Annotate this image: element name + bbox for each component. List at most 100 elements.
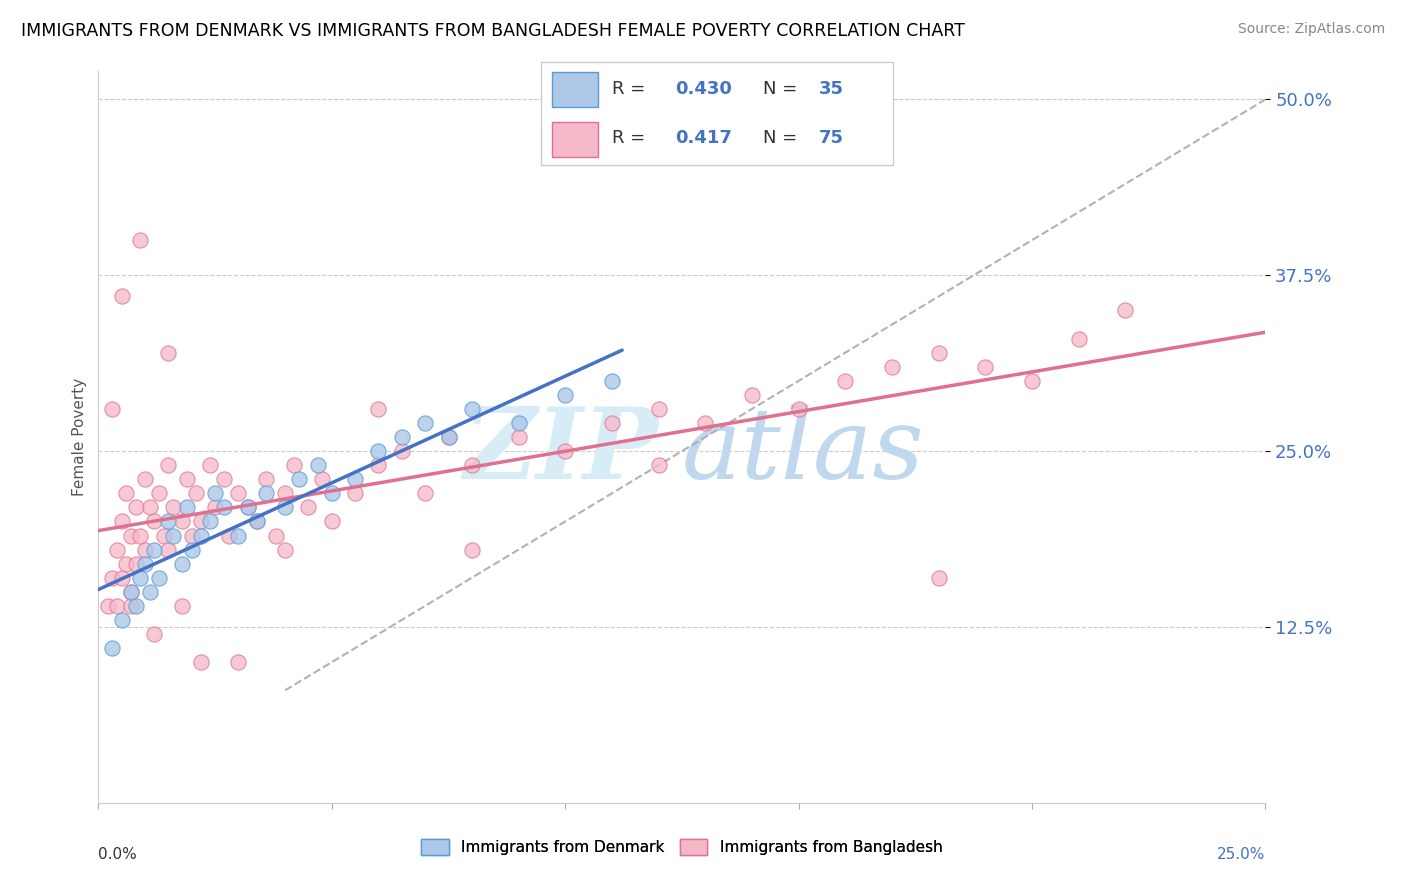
Text: 0.430: 0.430: [675, 80, 731, 98]
Point: [180, 528, 202, 542]
Point: [134, 472, 156, 486]
Point: [134, 542, 156, 557]
Point: [157, 542, 180, 557]
Point: [367, 444, 389, 458]
Point: [283, 458, 305, 473]
Point: [246, 515, 269, 529]
Point: [115, 486, 138, 500]
Point: [157, 515, 180, 529]
Point: [311, 472, 333, 486]
Point: [111, 571, 134, 585]
Point: [647, 458, 669, 473]
Text: 35: 35: [820, 80, 844, 98]
Point: [461, 401, 484, 416]
Point: [200, 458, 222, 473]
Point: [129, 528, 152, 542]
Point: [120, 584, 142, 599]
Point: [307, 458, 329, 473]
Point: [218, 528, 240, 542]
Point: [148, 486, 170, 500]
Point: [274, 500, 297, 515]
Point: [172, 557, 194, 571]
Point: [204, 500, 226, 515]
Point: [554, 388, 576, 402]
Text: atlas: atlas: [682, 404, 925, 500]
Point: [152, 528, 174, 542]
Point: [741, 388, 763, 402]
Text: N =: N =: [763, 129, 803, 147]
Point: [974, 359, 997, 374]
Point: [180, 542, 202, 557]
Point: [928, 345, 950, 359]
Point: [157, 345, 180, 359]
Point: [101, 401, 124, 416]
Point: [125, 599, 148, 613]
Point: [413, 416, 436, 430]
Point: [129, 233, 152, 247]
Point: [190, 515, 212, 529]
Point: [143, 542, 166, 557]
Point: [695, 416, 717, 430]
Point: [236, 500, 259, 515]
Point: [172, 515, 194, 529]
Point: [111, 613, 134, 627]
Point: [1021, 374, 1043, 388]
Text: ZIP: ZIP: [464, 403, 658, 500]
Point: [391, 444, 413, 458]
Point: [97, 599, 120, 613]
Point: [101, 641, 124, 656]
Text: N =: N =: [763, 80, 803, 98]
Point: [172, 599, 194, 613]
Point: [880, 359, 903, 374]
Point: [214, 472, 236, 486]
Point: [461, 542, 484, 557]
Point: [256, 486, 278, 500]
Point: [139, 500, 162, 515]
Point: [214, 500, 236, 515]
Point: [200, 515, 222, 529]
Point: [115, 557, 138, 571]
Point: [162, 528, 184, 542]
Point: [120, 584, 142, 599]
Point: [186, 486, 208, 500]
Point: [190, 655, 212, 669]
Point: [928, 571, 950, 585]
Point: [105, 599, 128, 613]
Point: [437, 430, 460, 444]
Point: [120, 599, 142, 613]
Point: [246, 515, 269, 529]
Point: [111, 515, 134, 529]
Point: [391, 430, 413, 444]
Point: [321, 515, 343, 529]
Point: [125, 557, 148, 571]
Point: [264, 528, 287, 542]
Point: [204, 486, 226, 500]
Point: [134, 557, 156, 571]
Point: [1067, 332, 1090, 346]
FancyBboxPatch shape: [551, 122, 598, 157]
Point: [600, 374, 623, 388]
Text: IMMIGRANTS FROM DENMARK VS IMMIGRANTS FROM BANGLADESH FEMALE POVERTY CORRELATION: IMMIGRANTS FROM DENMARK VS IMMIGRANTS FR…: [21, 22, 965, 40]
Point: [157, 458, 180, 473]
Y-axis label: Female Poverty: Female Poverty: [72, 378, 87, 496]
Text: Source: ZipAtlas.com: Source: ZipAtlas.com: [1237, 22, 1385, 37]
Point: [508, 430, 530, 444]
Point: [787, 401, 810, 416]
Point: [111, 289, 134, 303]
Point: [256, 472, 278, 486]
Point: [437, 430, 460, 444]
Point: [143, 627, 166, 641]
Text: 0.417: 0.417: [675, 129, 731, 147]
Text: 75: 75: [820, 129, 844, 147]
Legend: Immigrants from Denmark, Immigrants from Bangladesh: Immigrants from Denmark, Immigrants from…: [415, 833, 949, 861]
Point: [176, 472, 198, 486]
Text: R =: R =: [612, 80, 651, 98]
Point: [120, 528, 142, 542]
FancyBboxPatch shape: [541, 62, 893, 165]
Point: [176, 500, 198, 515]
Point: [129, 571, 152, 585]
Point: [274, 542, 297, 557]
Point: [344, 472, 367, 486]
Point: [367, 458, 389, 473]
Point: [834, 374, 856, 388]
